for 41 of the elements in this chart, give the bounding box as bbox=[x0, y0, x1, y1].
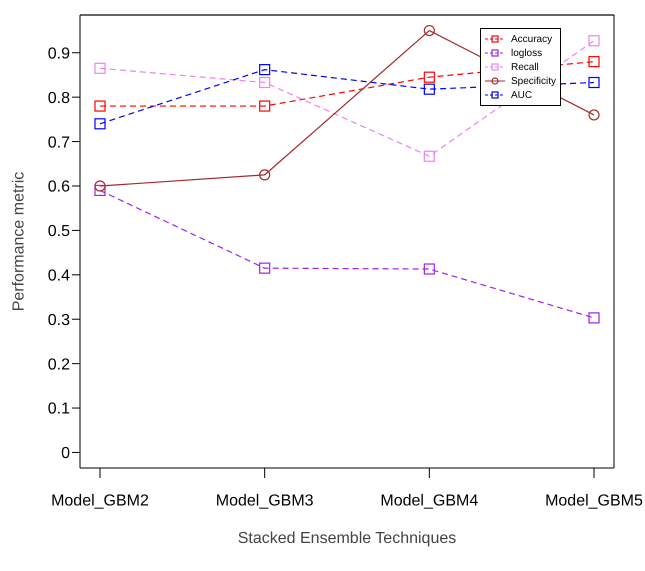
point bbox=[259, 100, 270, 112]
point bbox=[94, 184, 106, 196]
point bbox=[588, 109, 600, 121]
y-tick-label: 0.7 bbox=[48, 134, 70, 152]
legend-label: Accuracy bbox=[510, 34, 552, 44]
point bbox=[424, 84, 435, 95]
point bbox=[259, 64, 270, 76]
point bbox=[588, 56, 600, 68]
y-tick-label: 0.4 bbox=[48, 267, 70, 284]
point bbox=[588, 35, 600, 46]
x-tick-label: Model_GBM2 bbox=[51, 492, 150, 510]
point bbox=[259, 262, 270, 274]
point bbox=[588, 76, 600, 88]
y-tick-label: 0 bbox=[61, 445, 70, 462]
y-tick-label: 0.1 bbox=[48, 400, 70, 418]
y-tick-label: 0.9 bbox=[48, 45, 70, 62]
point bbox=[424, 24, 435, 36]
legend-label: logloss bbox=[510, 48, 542, 58]
legend-label: Recall bbox=[510, 62, 539, 72]
x-tick-label: Model_GBM3 bbox=[216, 492, 314, 510]
y-axis-title: Performance metric bbox=[10, 172, 28, 312]
x-axis-title: Stacked Ensemble Techniques bbox=[238, 530, 456, 547]
point bbox=[588, 312, 600, 324]
y-tick-label: 0.8 bbox=[48, 90, 70, 107]
y-tick-label: 0.6 bbox=[48, 178, 70, 196]
point bbox=[259, 169, 270, 180]
point bbox=[94, 100, 106, 112]
y-tick-label: 0.3 bbox=[48, 312, 70, 329]
point bbox=[94, 118, 106, 130]
point bbox=[94, 62, 106, 74]
point bbox=[259, 76, 270, 88]
legend-label: AUC bbox=[510, 90, 532, 100]
x-tick-label: Model_GBM4 bbox=[380, 492, 478, 510]
point bbox=[94, 180, 106, 192]
point bbox=[424, 150, 435, 162]
legend-label: Specificity bbox=[510, 76, 556, 86]
y-tick-label: 0.5 bbox=[48, 223, 70, 240]
point bbox=[424, 72, 435, 83]
point bbox=[424, 263, 435, 275]
y-tick-label: 0.2 bbox=[48, 356, 70, 374]
x-tick-label: Model_GBM5 bbox=[545, 492, 644, 510]
